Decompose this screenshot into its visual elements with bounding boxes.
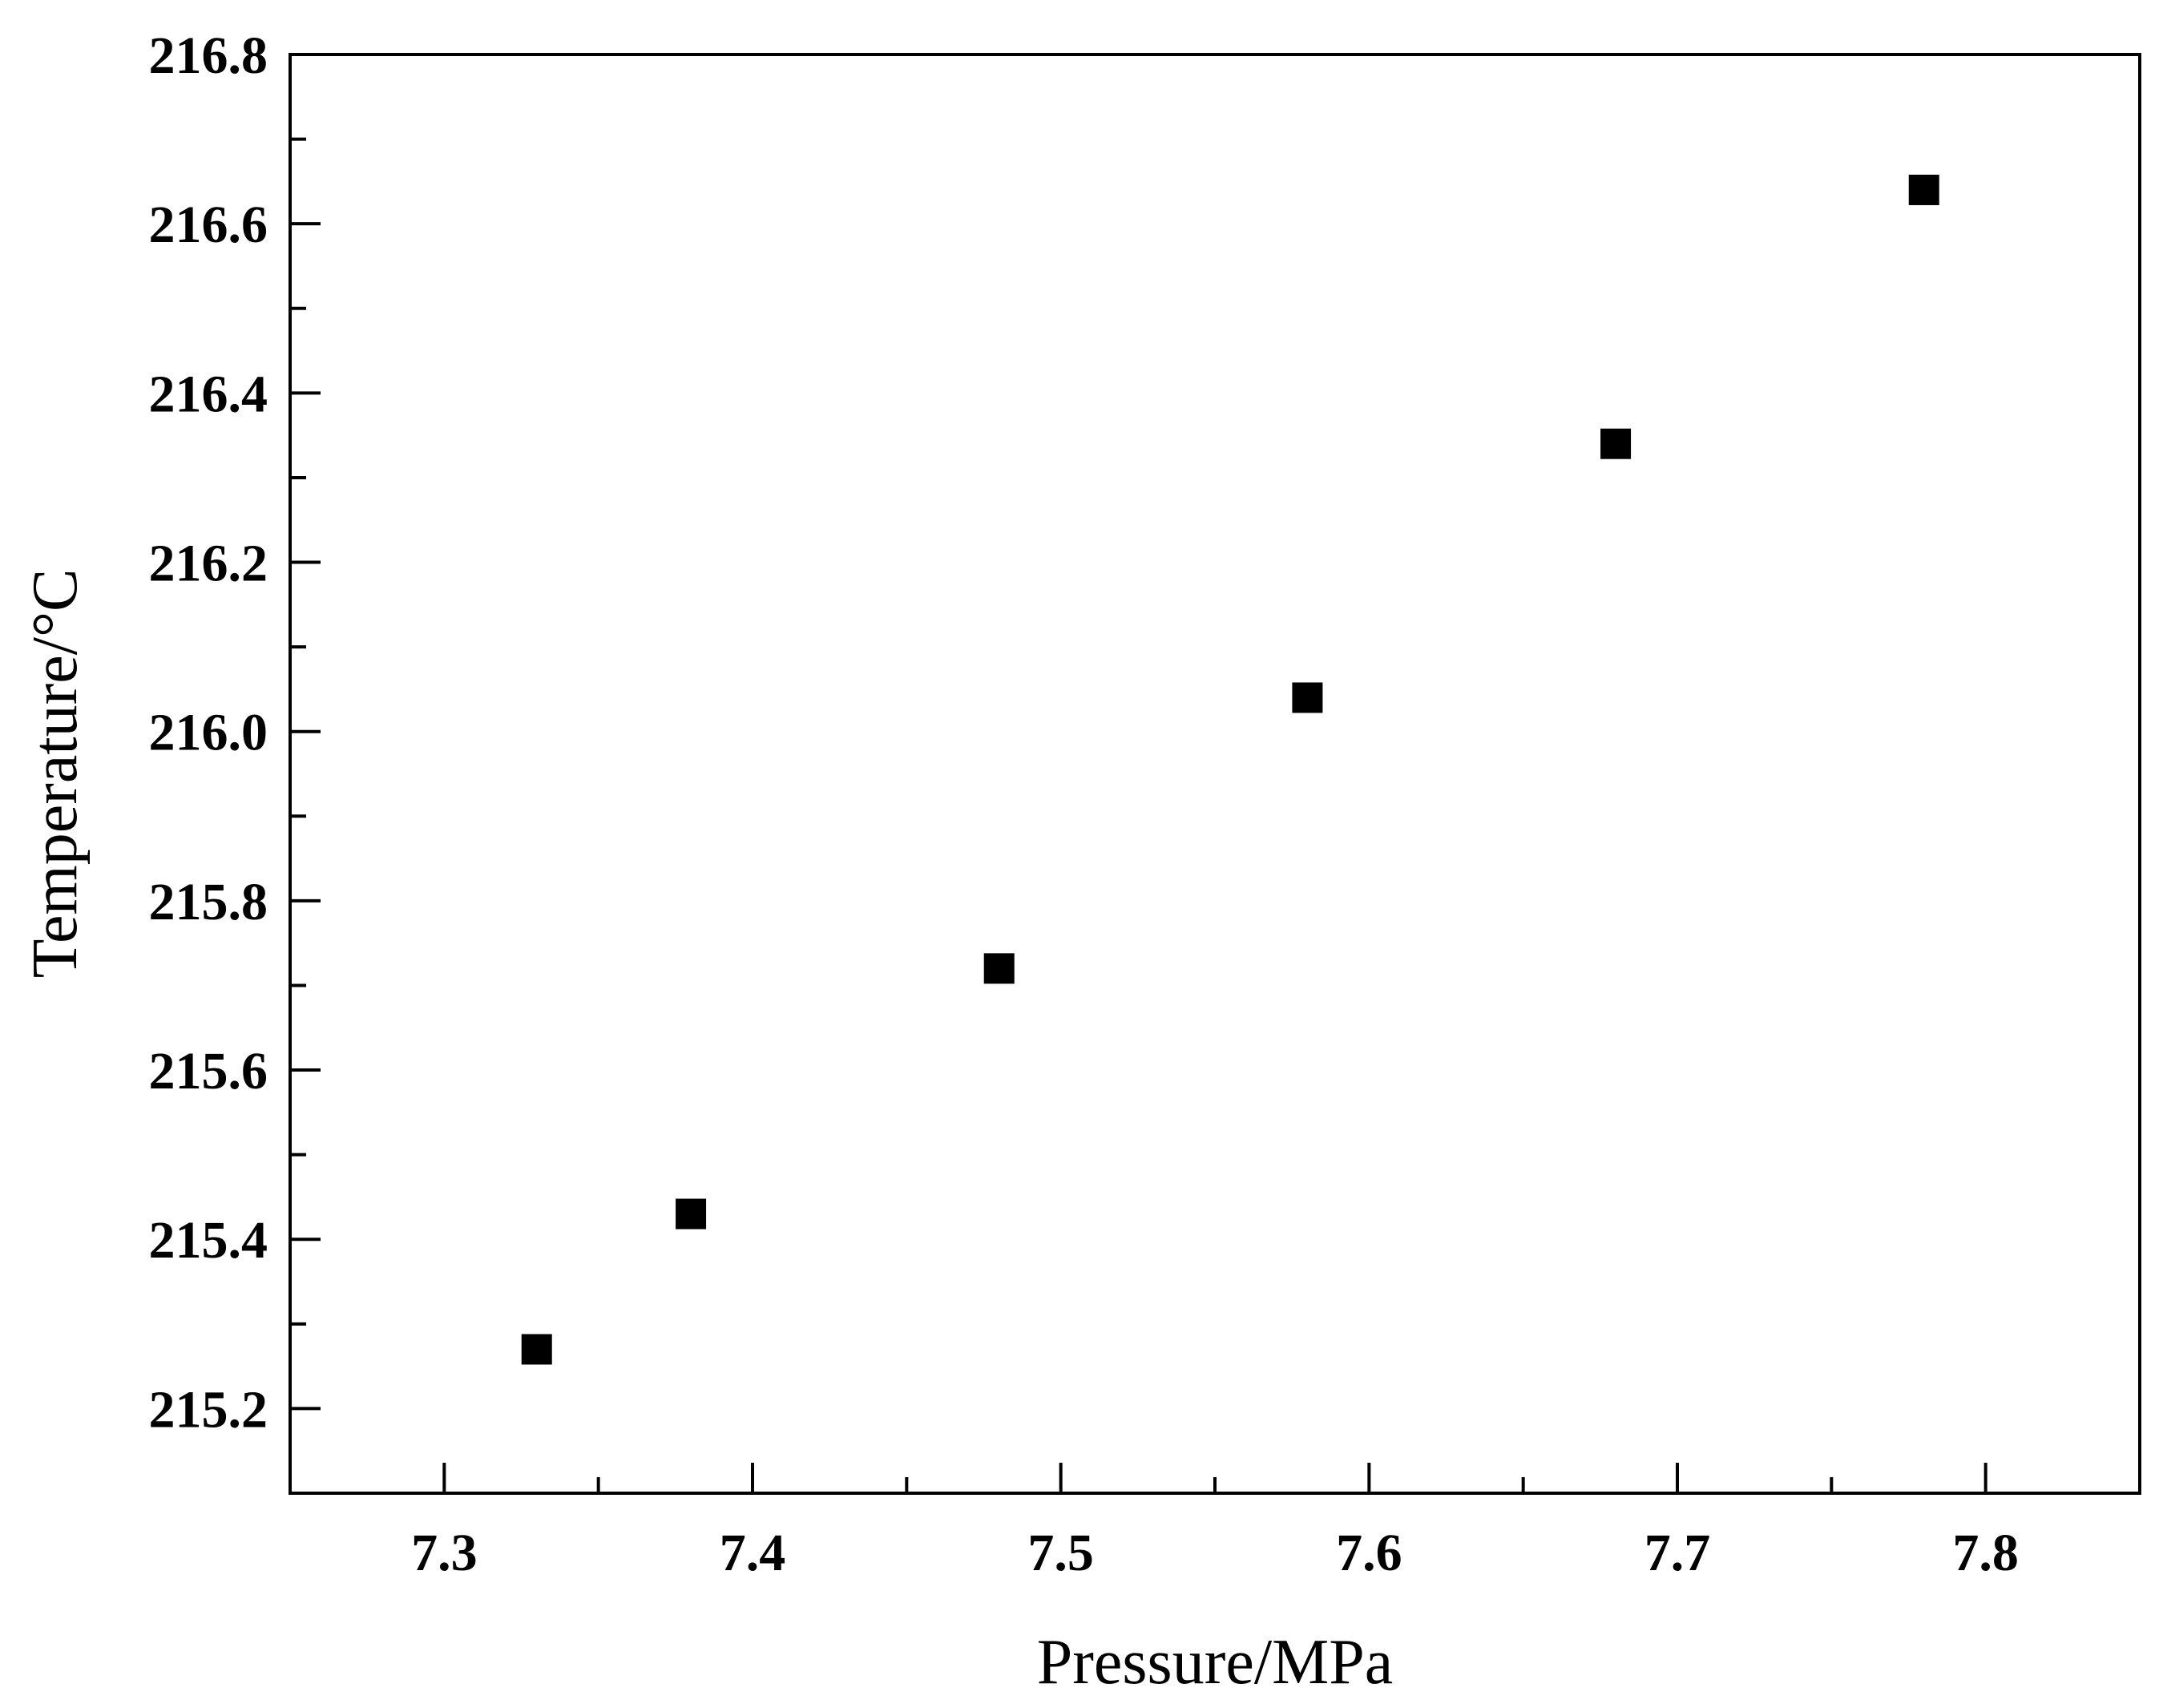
data-point [1908,174,1939,205]
y-tick-label: 216.6 [149,196,268,254]
x-axis-title: Pressure/MPa [1037,1627,1393,1698]
x-tick-label: 7.5 [1027,1524,1094,1582]
x-axis-ticks: 7.3 7.4 7.5 7.6 7.7 7.8 [411,1463,2019,1582]
y-tick-label: 216.4 [149,365,268,423]
data-point [983,953,1015,984]
x-tick-label: 7.7 [1644,1524,1711,1582]
x-tick-label: 7.6 [1336,1524,1402,1582]
x-tick-label: 7.3 [411,1524,478,1582]
data-point [1292,682,1323,713]
data-point [521,1334,552,1365]
y-axis-title: Temperature/°C [20,569,91,979]
y-tick-label: 215.8 [149,873,268,931]
x-tick-label: 7.4 [720,1524,786,1582]
plot-frame [289,53,2141,1495]
y-tick-label: 216.2 [149,535,268,593]
y-tick-label: 215.2 [149,1380,268,1439]
y-tick-label: 215.6 [149,1042,268,1100]
data-point [676,1198,707,1230]
data-point [1600,428,1632,459]
y-tick-label: 216.0 [149,704,268,762]
y-axis-ticks: 215.2 215.4 215.6 215.8 216.0 216.2 216.4 216.6… [149,26,321,1439]
y-tick-label: 215.4 [149,1211,268,1270]
x-tick-label: 7.8 [1952,1524,2019,1582]
data-points [521,174,1939,1365]
y-tick-label: 216.8 [149,26,268,85]
